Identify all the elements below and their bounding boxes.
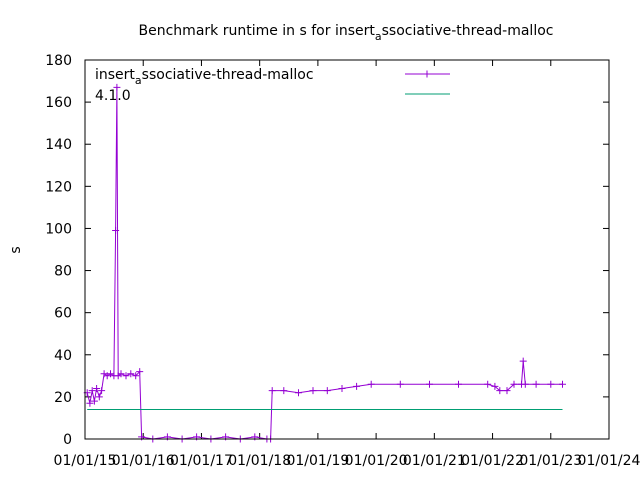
- x-tick-label: 01/01/23: [519, 453, 582, 469]
- data-point-marker: [90, 397, 98, 405]
- data-point-marker: [491, 382, 499, 390]
- y-axis-ticks: 0 20 40 60 80 100 120 140 160 180: [45, 53, 609, 448]
- data-point-marker: [88, 387, 96, 395]
- y-tick-label: 80: [54, 264, 72, 280]
- series-line-0: [86, 87, 563, 440]
- y-tick-label: 20: [54, 390, 72, 406]
- chart-title-suffix: ssociative-thread-malloc: [382, 23, 554, 39]
- data-point-marker: [519, 357, 527, 365]
- data-point-marker: [280, 387, 288, 395]
- data-point-marker: [112, 227, 120, 234]
- legend-sample-main-marker: [423, 70, 431, 78]
- data-point-marker: [323, 387, 331, 395]
- data-point-marker: [353, 382, 361, 390]
- data-point-marker: [136, 368, 144, 376]
- y-tick-label: 120: [45, 179, 72, 195]
- series-markers-0: [83, 83, 566, 443]
- plot-border: [84, 59, 610, 440]
- x-tick-label: 01/01/15: [54, 453, 117, 469]
- y-tick-label: 160: [45, 95, 72, 111]
- data-point-marker: [338, 385, 346, 392]
- series-annotation-prefix: insert: [95, 67, 135, 83]
- x-tick-label: 01/01/24: [578, 453, 640, 469]
- data-point-marker: [426, 380, 433, 388]
- data-point-marker: [455, 380, 462, 388]
- y-tick-label: 180: [45, 53, 72, 69]
- chart-title: Benchmark runtime in s for insertassocia…: [139, 23, 554, 43]
- y-tick-label: 60: [54, 306, 72, 322]
- data-point-marker: [484, 380, 492, 388]
- data-point-marker: [547, 380, 555, 388]
- data-point-marker: [521, 380, 529, 388]
- data-point-marker: [559, 380, 566, 388]
- data-point-marker: [86, 399, 94, 407]
- y-axis-label: s: [8, 246, 24, 253]
- data-point-marker: [396, 380, 404, 388]
- data-point-marker: [117, 370, 125, 378]
- data-point-marker: [510, 380, 518, 388]
- chart-title-subscript: a: [375, 30, 382, 43]
- data-point-marker: [496, 387, 504, 395]
- data-point-marker: [268, 387, 276, 395]
- data-point-marker: [503, 387, 511, 395]
- y-tick-label: 40: [54, 348, 72, 364]
- x-tick-label: 01/01/17: [170, 453, 233, 469]
- x-tick-label: 01/01/22: [461, 453, 524, 469]
- y-tick-label: 100: [45, 221, 72, 237]
- data-point-marker: [132, 372, 140, 380]
- version-label: 4.1.0: [95, 88, 131, 104]
- series-annotation-suffix: ssociative-thread-malloc: [142, 67, 314, 83]
- data-point-marker: [122, 372, 130, 380]
- data-point-marker: [532, 380, 540, 388]
- x-tick-label: 01/01/18: [228, 453, 291, 469]
- series-annotation: insertassociative-thread-malloc: [95, 67, 314, 87]
- legend: [405, 70, 450, 95]
- y-tick-label: 140: [45, 137, 72, 153]
- x-tick-label: 01/01/21: [403, 453, 466, 469]
- data-point-marker: [98, 387, 106, 395]
- x-axis-ticks: 01/01/1501/01/1601/01/1701/01/1801/01/19…: [54, 60, 640, 469]
- data-point-marker: [127, 370, 135, 378]
- data-point-marker: [95, 393, 103, 401]
- x-tick-label: 01/01/19: [286, 453, 349, 469]
- data-point-marker: [113, 83, 121, 91]
- x-tick-label: 01/01/20: [345, 453, 408, 469]
- data-point-marker: [295, 389, 302, 397]
- chart-title-prefix: Benchmark runtime in s for insert: [139, 23, 376, 39]
- data-point-marker: [309, 387, 317, 395]
- series-layer: [83, 83, 566, 443]
- x-tick-label: 01/01/16: [112, 453, 175, 469]
- series-annotation-subscript: a: [135, 74, 142, 87]
- y-tick-label: 0: [63, 432, 72, 448]
- data-point-marker: [367, 380, 375, 388]
- data-point-marker: [93, 385, 101, 392]
